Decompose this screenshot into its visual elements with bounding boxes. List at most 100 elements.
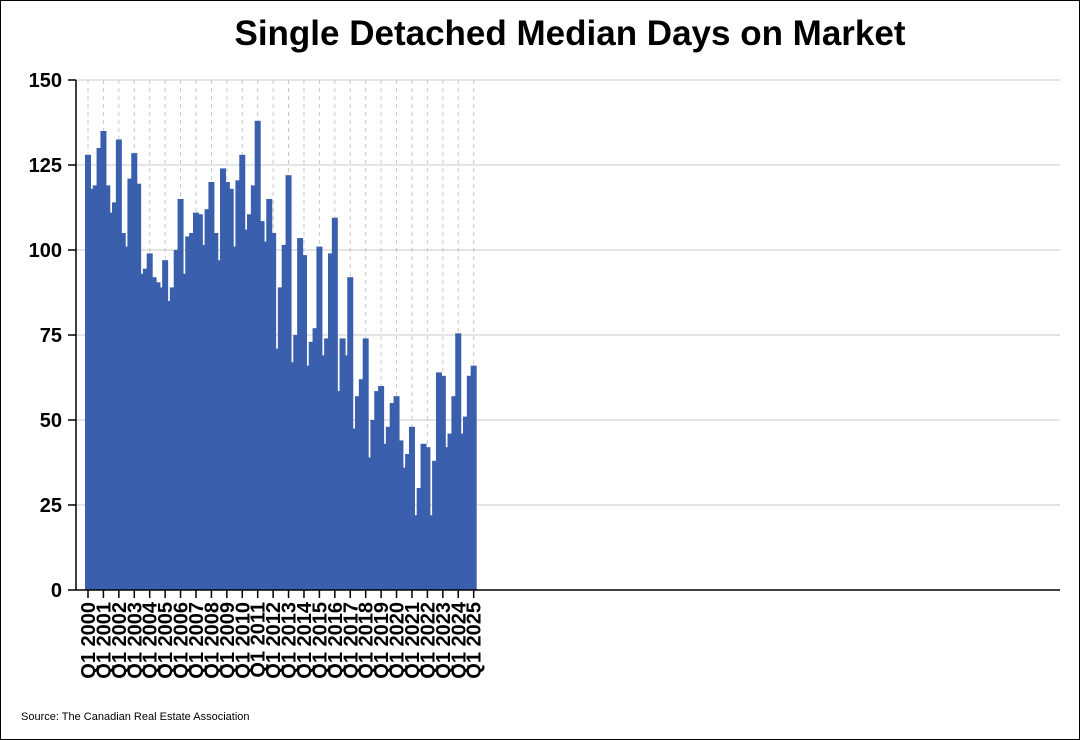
bar <box>397 440 404 590</box>
bar <box>138 273 145 590</box>
bar <box>150 277 157 590</box>
y-tick-label: 150 <box>29 70 62 92</box>
bar <box>223 182 230 590</box>
bar <box>192 212 199 590</box>
bar <box>173 250 180 590</box>
bar <box>165 301 172 590</box>
bar <box>135 183 142 590</box>
bar <box>169 287 176 590</box>
bar <box>351 428 358 590</box>
x-tick-label: Q1 2006 <box>171 602 193 679</box>
bar <box>443 447 450 590</box>
x-tick-label: Q1 2018 <box>356 602 378 679</box>
x-tick-label: Q1 2003 <box>124 602 146 679</box>
bar <box>142 268 149 590</box>
bar <box>343 355 350 590</box>
x-tick-label: Q1 2005 <box>155 602 177 679</box>
x-tick-label: Q1 2010 <box>232 602 254 679</box>
bar <box>393 396 400 590</box>
bar <box>420 443 427 590</box>
x-tick-label: Q1 2020 <box>387 602 409 679</box>
bar <box>459 433 466 590</box>
bar <box>370 420 377 590</box>
bar <box>111 202 118 590</box>
bar <box>285 175 292 590</box>
bar <box>108 212 115 590</box>
y-tick-label: 75 <box>40 325 62 347</box>
bar <box>212 233 219 590</box>
bar <box>231 246 238 590</box>
bar <box>335 391 342 590</box>
y-tick-label: 125 <box>29 155 62 177</box>
x-tick-label: Q1 2021 <box>402 602 424 679</box>
bar <box>119 233 126 590</box>
x-tick-label: Q1 2001 <box>93 602 115 679</box>
bar <box>378 386 385 590</box>
bar <box>401 467 408 590</box>
bar <box>424 447 431 590</box>
bar <box>381 443 388 590</box>
bar <box>297 238 304 590</box>
bar <box>227 188 234 591</box>
bar <box>123 246 130 590</box>
bar <box>466 375 473 590</box>
x-tick-label: Q1 2013 <box>279 602 301 679</box>
bar <box>250 185 257 590</box>
bar <box>204 209 211 590</box>
bar <box>154 282 161 590</box>
source-note: Source: The Canadian Real Estate Associa… <box>21 711 250 723</box>
bar <box>439 375 446 590</box>
bar <box>289 362 296 590</box>
x-tick-label: Q1 2011 <box>248 602 270 678</box>
bar <box>324 338 331 590</box>
bar <box>239 154 246 591</box>
x-tick-label: Q1 2008 <box>201 602 223 679</box>
bar <box>115 139 122 590</box>
x-tick-label: Q1 2022 <box>417 602 439 679</box>
bar <box>416 488 423 590</box>
bar <box>362 338 369 590</box>
x-tick-label: Q1 2009 <box>217 602 239 679</box>
bar <box>432 460 439 590</box>
chart-title: Single Detached Median Days on Market <box>234 14 906 53</box>
bar <box>470 365 477 590</box>
bar <box>374 391 381 590</box>
bar <box>293 335 300 590</box>
bar <box>451 396 458 590</box>
bar <box>104 185 111 590</box>
bar <box>216 260 223 590</box>
y-tick-label: 100 <box>29 240 62 262</box>
bar <box>100 131 107 590</box>
x-tick-label: Q1 2014 <box>294 601 316 679</box>
bar <box>389 403 396 590</box>
bar <box>235 180 242 591</box>
bar <box>254 120 261 591</box>
x-tick-label: Q1 2007 <box>186 602 208 679</box>
bar <box>462 416 469 590</box>
bar <box>304 365 311 590</box>
bar <box>320 355 327 590</box>
bar <box>88 188 95 591</box>
bar <box>347 277 354 590</box>
bar <box>85 154 91 591</box>
bar <box>366 457 373 590</box>
x-tick-label: Q1 2002 <box>109 602 131 679</box>
bar <box>258 221 265 590</box>
bar <box>158 287 165 590</box>
bar <box>262 241 269 590</box>
bar <box>412 515 419 590</box>
x-tick-label: Q1 2012 <box>263 602 285 679</box>
bar <box>208 182 215 590</box>
bar <box>92 185 99 590</box>
bar <box>162 260 169 590</box>
x-tick-label: Q1 2004 <box>140 601 162 679</box>
x-tick-label: Q1 2000 <box>78 602 100 679</box>
bar <box>327 253 334 590</box>
bar <box>277 287 284 590</box>
bar <box>447 433 454 590</box>
bar <box>405 454 412 590</box>
bar <box>185 236 192 590</box>
bar <box>358 379 365 590</box>
